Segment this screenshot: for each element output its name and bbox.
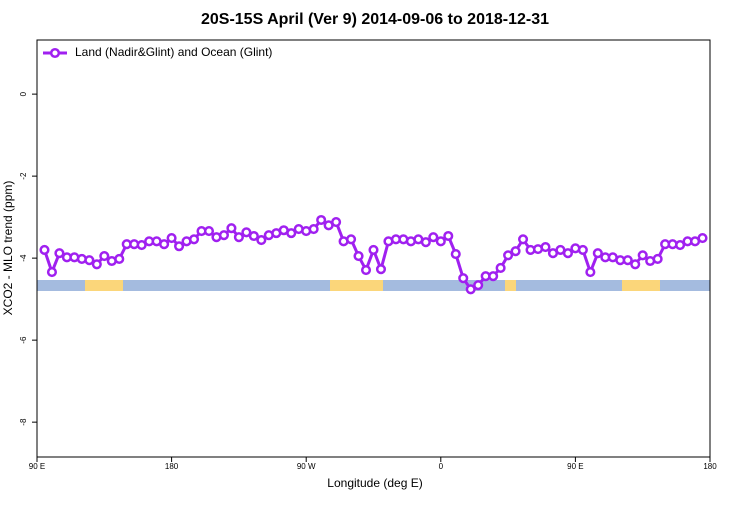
data-point — [286, 228, 297, 239]
data-point — [241, 227, 252, 238]
data-point — [443, 230, 454, 242]
data-point — [353, 251, 364, 262]
data-point — [577, 244, 588, 255]
y-tick-label: -8 — [19, 418, 28, 426]
data-point — [592, 248, 603, 259]
y-tick-label: -6 — [19, 336, 28, 344]
data-point — [652, 253, 663, 265]
data-point — [428, 232, 439, 243]
data-point — [39, 244, 50, 255]
data-point — [420, 237, 431, 248]
data-point — [465, 284, 476, 295]
data-point — [256, 235, 267, 246]
data-point — [99, 251, 110, 262]
data-point — [622, 255, 633, 266]
land-band — [330, 280, 383, 291]
data-point — [218, 230, 229, 241]
data-point — [697, 232, 708, 244]
data-point — [585, 267, 596, 278]
data-point — [248, 230, 259, 242]
data-point — [435, 236, 446, 247]
data-point — [84, 255, 95, 266]
y-tick-label: 0 — [19, 91, 28, 96]
land-band — [622, 280, 660, 291]
data-point — [488, 271, 499, 282]
data-point — [46, 267, 58, 278]
data-point — [450, 248, 461, 260]
data-point — [136, 239, 147, 251]
data-point — [368, 244, 379, 255]
data-point — [174, 241, 185, 252]
x-axis-label: Longitude (deg E) — [327, 476, 422, 490]
y-tick-label: -4 — [19, 254, 28, 262]
legend-label: Land (Nadir&Glint) and Ocean (Glint) — [75, 45, 272, 59]
y-axis-label: XCO2 - MLO trend (ppm) — [1, 181, 15, 316]
data-point — [675, 239, 686, 251]
land-band — [505, 280, 516, 291]
chart-title: 20S-15S April (Ver 9) 2014-09-06 to 2018… — [201, 11, 549, 28]
data-point — [188, 234, 200, 245]
data-point — [518, 234, 529, 245]
data-point — [166, 232, 177, 244]
data-point — [203, 226, 215, 237]
data-point — [346, 234, 357, 245]
data-point — [637, 250, 648, 261]
data-point — [375, 264, 387, 275]
data-point — [473, 280, 484, 291]
surface-band — [37, 280, 710, 291]
data-point — [503, 250, 514, 261]
x-tick-label: 90 W — [297, 462, 316, 471]
legend-marker — [49, 47, 61, 59]
data-point — [159, 239, 170, 250]
x-tick-label: 90 E — [29, 462, 45, 471]
x-tick-label: 180 — [703, 462, 717, 471]
x-tick-label: 180 — [165, 462, 179, 471]
data-point — [495, 262, 506, 274]
data-point — [308, 223, 319, 235]
x-tick-label: 90 E — [567, 462, 583, 471]
data-point — [226, 223, 237, 234]
data-point — [540, 242, 551, 253]
data-point — [91, 259, 102, 270]
data-point — [331, 217, 342, 228]
data-point — [510, 246, 521, 257]
data-point — [114, 253, 125, 265]
data-point — [630, 259, 641, 270]
data-point — [458, 273, 469, 284]
y-tick-label: -2 — [19, 172, 28, 180]
data-point — [562, 248, 573, 259]
data-point — [233, 232, 244, 243]
data-point — [54, 248, 65, 259]
plot-frame — [36, 39, 711, 458]
x-tick-label: 0 — [439, 462, 444, 471]
data-point — [360, 264, 372, 276]
land-band — [85, 280, 123, 291]
data-point — [316, 214, 327, 226]
